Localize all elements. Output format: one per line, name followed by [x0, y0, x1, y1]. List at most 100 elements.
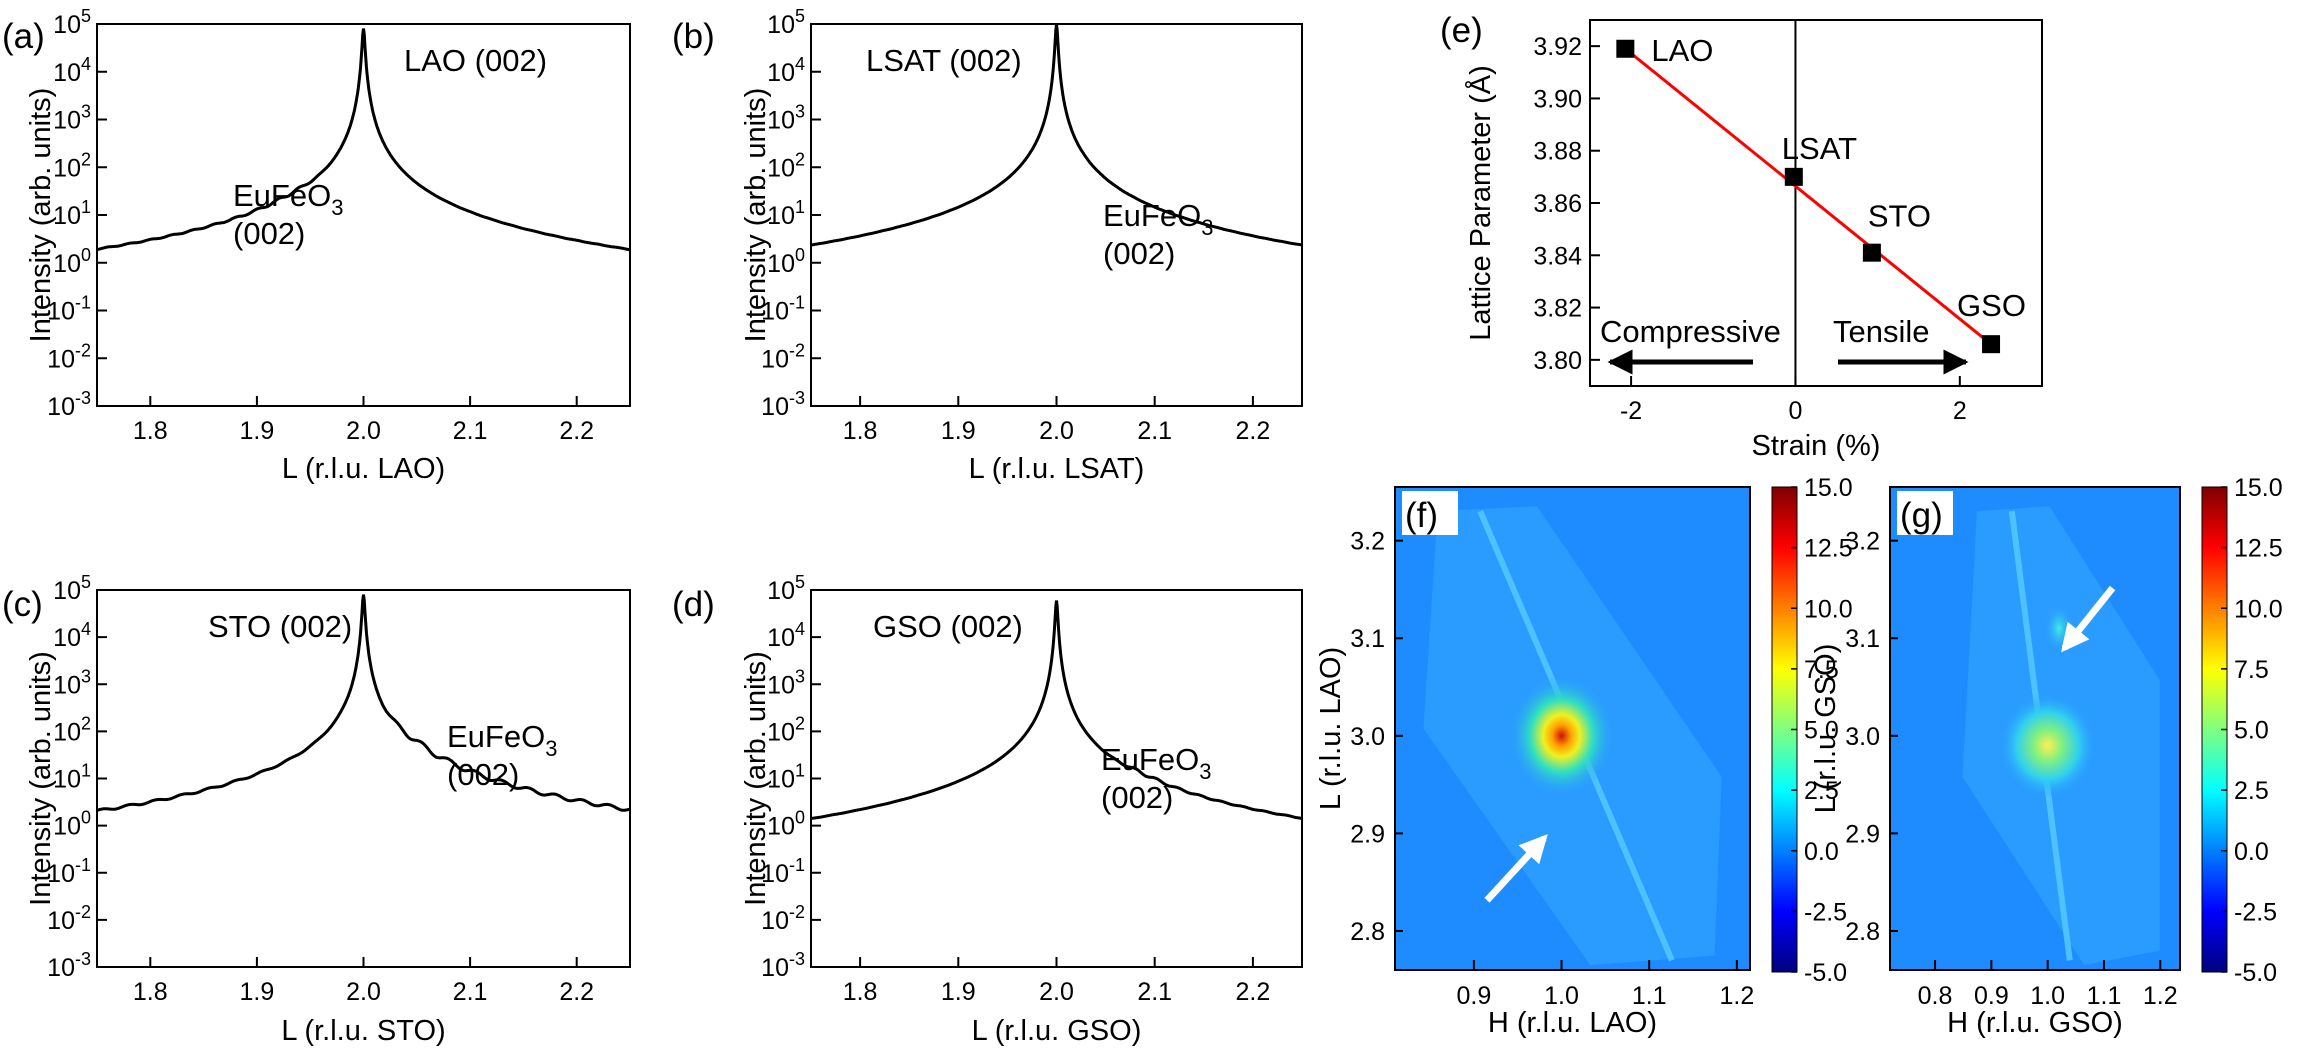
- y-axis-title: Intensity (arb. units): [740, 88, 772, 343]
- x-axis-title: L (r.l.u. STO): [281, 1015, 445, 1047]
- chart-panel-e: 3.80 3.82 3.84 3.86 3.88 3.90 3.92 -2 0 2 LAO LSAT S…: [1440, 11, 2043, 462]
- panel-label: (g): [1900, 496, 1943, 535]
- y-tick-label: 103: [53, 102, 91, 135]
- y-tick-label: 3.88: [1533, 138, 1582, 166]
- plot-frame: [1394, 486, 1751, 971]
- chart-panel-f: (f) 2.8 2.9 3.0 3.1 3.2 0.9 1.0 1.1 1.2 H (r.l.u. …: [1315, 474, 1853, 1039]
- data-point: [1784, 167, 1803, 186]
- point-label: STO: [1868, 199, 1931, 234]
- x-tick-label: 0.8: [1918, 982, 1953, 1010]
- data-point: [1616, 39, 1635, 58]
- y-tick-label: 101: [53, 197, 91, 230]
- y-tick-label: 104: [767, 54, 805, 87]
- y-tick-label: 10-2: [47, 340, 91, 373]
- peak-annotation: (002): [447, 757, 519, 792]
- y-tick-label: 104: [53, 619, 91, 652]
- panel-label: (e): [1440, 11, 1483, 50]
- x-tick-label: 2.2: [1236, 417, 1271, 445]
- peak-annotation: (002): [1103, 236, 1175, 271]
- x-tick-label: 2.2: [559, 417, 594, 445]
- y-tick-label: 100: [53, 245, 91, 278]
- x-tick-label: 0.9: [1974, 982, 2009, 1010]
- y-tick-label: 3.90: [1533, 85, 1582, 113]
- x-tick-label: 2.1: [1137, 417, 1172, 445]
- colorbar-tick-label: -5.0: [1804, 959, 1847, 987]
- data-point: [1862, 243, 1881, 262]
- y-tick-label: 10-1: [47, 855, 91, 888]
- x-tick-label: 1.8: [843, 417, 878, 445]
- y-axis-title: Intensity (arb. units): [25, 88, 57, 343]
- chart-panel-g: (g) 2.8 2.9 3.0 3.1 3.2 0.8 0.9 1.0 1.1 1.2 H (r.l.…: [1810, 474, 2283, 1039]
- y-tick-label: 100: [767, 808, 805, 841]
- panel-label: (a): [2, 17, 45, 56]
- peak-annotation: (002): [1101, 780, 1173, 815]
- y-tick-label: 103: [767, 666, 805, 699]
- y-tick-label: 10-2: [761, 902, 805, 935]
- x-tick-label: 2.1: [1137, 978, 1172, 1006]
- y-tick-label: 100: [53, 808, 91, 841]
- y-axis-title: Intensity (arb. units): [740, 651, 772, 906]
- y-tick-label: 10-1: [47, 293, 91, 326]
- panel-label: (c): [2, 585, 43, 624]
- peak-annotation: LAO (002): [404, 43, 547, 78]
- y-tick-label: 101: [53, 761, 91, 794]
- y-tick-label: 10-3: [761, 949, 805, 982]
- x-tick-label: 1.9: [941, 978, 976, 1006]
- peak-annotation: GSO (002): [873, 609, 1023, 644]
- peak-annotation: LSAT (002): [866, 43, 1022, 78]
- x-tick-label: 1.1: [2087, 982, 2122, 1010]
- x-axis-title: H (r.l.u. GSO): [1947, 1007, 2123, 1039]
- plot-frame: [1889, 486, 2181, 971]
- x-tick-label: -2: [1620, 397, 1642, 425]
- x-tick-label: 1.2: [2143, 982, 2178, 1010]
- x-tick-label: 0.9: [1457, 982, 1492, 1010]
- panel-label: (d): [672, 585, 715, 624]
- y-tick-label: 2.9: [1845, 820, 1880, 848]
- x-tick-label: 2.1: [453, 978, 488, 1006]
- y-axis-title: Lattice Parameter (Å): [1464, 65, 1497, 341]
- white-arrow: [2061, 585, 2116, 653]
- xrd-curve: [810, 24, 1303, 247]
- x-axis-title: H (r.l.u. LAO): [1488, 1007, 1657, 1039]
- y-tick-label: 2.8: [1845, 918, 1880, 946]
- x-axis-title: L (r.l.u. LAO): [282, 453, 445, 485]
- y-tick-label: 105: [767, 6, 805, 39]
- colorbar-tick-label: 10.0: [1804, 595, 1853, 623]
- y-tick-label: 103: [767, 102, 805, 135]
- y-tick-label: 2.8: [1350, 918, 1385, 946]
- y-tick-label: 101: [767, 761, 805, 794]
- xrd-curve: [96, 28, 631, 252]
- xrd-curve: [810, 600, 1303, 821]
- panel-label: (b): [672, 17, 715, 56]
- colorbar-tick-label: -5.0: [2234, 959, 2277, 987]
- y-axis-title: L (r.l.u. GSO): [1810, 644, 1842, 814]
- panel-label-box: [1897, 491, 1953, 535]
- y-tick-label: 10-3: [761, 388, 805, 421]
- x-tick-label: 2.2: [1236, 978, 1271, 1006]
- peak-annotation: EuFeO3: [1103, 198, 1213, 240]
- x-axis-title: L (r.l.u. GSO): [972, 1015, 1142, 1047]
- y-tick-label: 3.1: [1845, 625, 1880, 653]
- y-tick-label: 10-1: [761, 855, 805, 888]
- white-arrow: [1484, 834, 1548, 903]
- colorbar-tick-label: 2.5: [1804, 777, 1839, 805]
- plot-frame: [96, 23, 631, 407]
- colorbar-tick-label: 5.0: [2234, 717, 2269, 745]
- x-tick-label: 2.0: [1039, 978, 1074, 1006]
- y-tick-label: 100: [767, 245, 805, 278]
- y-tick-label: 3.84: [1533, 242, 1582, 270]
- y-tick-label: 3.2: [1845, 528, 1880, 556]
- y-tick-label: 101: [767, 197, 805, 230]
- x-tick-label: 1.8: [133, 978, 168, 1006]
- x-tick-label: 1.9: [240, 978, 275, 1006]
- y-tick-label: 3.80: [1533, 347, 1582, 375]
- peak-annotation: EuFeO3: [447, 719, 557, 761]
- y-tick-label: 2.9: [1350, 820, 1385, 848]
- peak-annotation: (002): [233, 216, 305, 251]
- colorbar-tick-label: 2.5: [2234, 777, 2269, 805]
- x-tick-label: 1.8: [843, 978, 878, 1006]
- y-tick-label: 102: [53, 149, 91, 182]
- chart-panel-c: 10-3 10-2 10-1 100 101 102 103 104 105 1.8 1.9 2.0 2…: [2, 572, 631, 1047]
- y-tick-label: 102: [767, 713, 805, 746]
